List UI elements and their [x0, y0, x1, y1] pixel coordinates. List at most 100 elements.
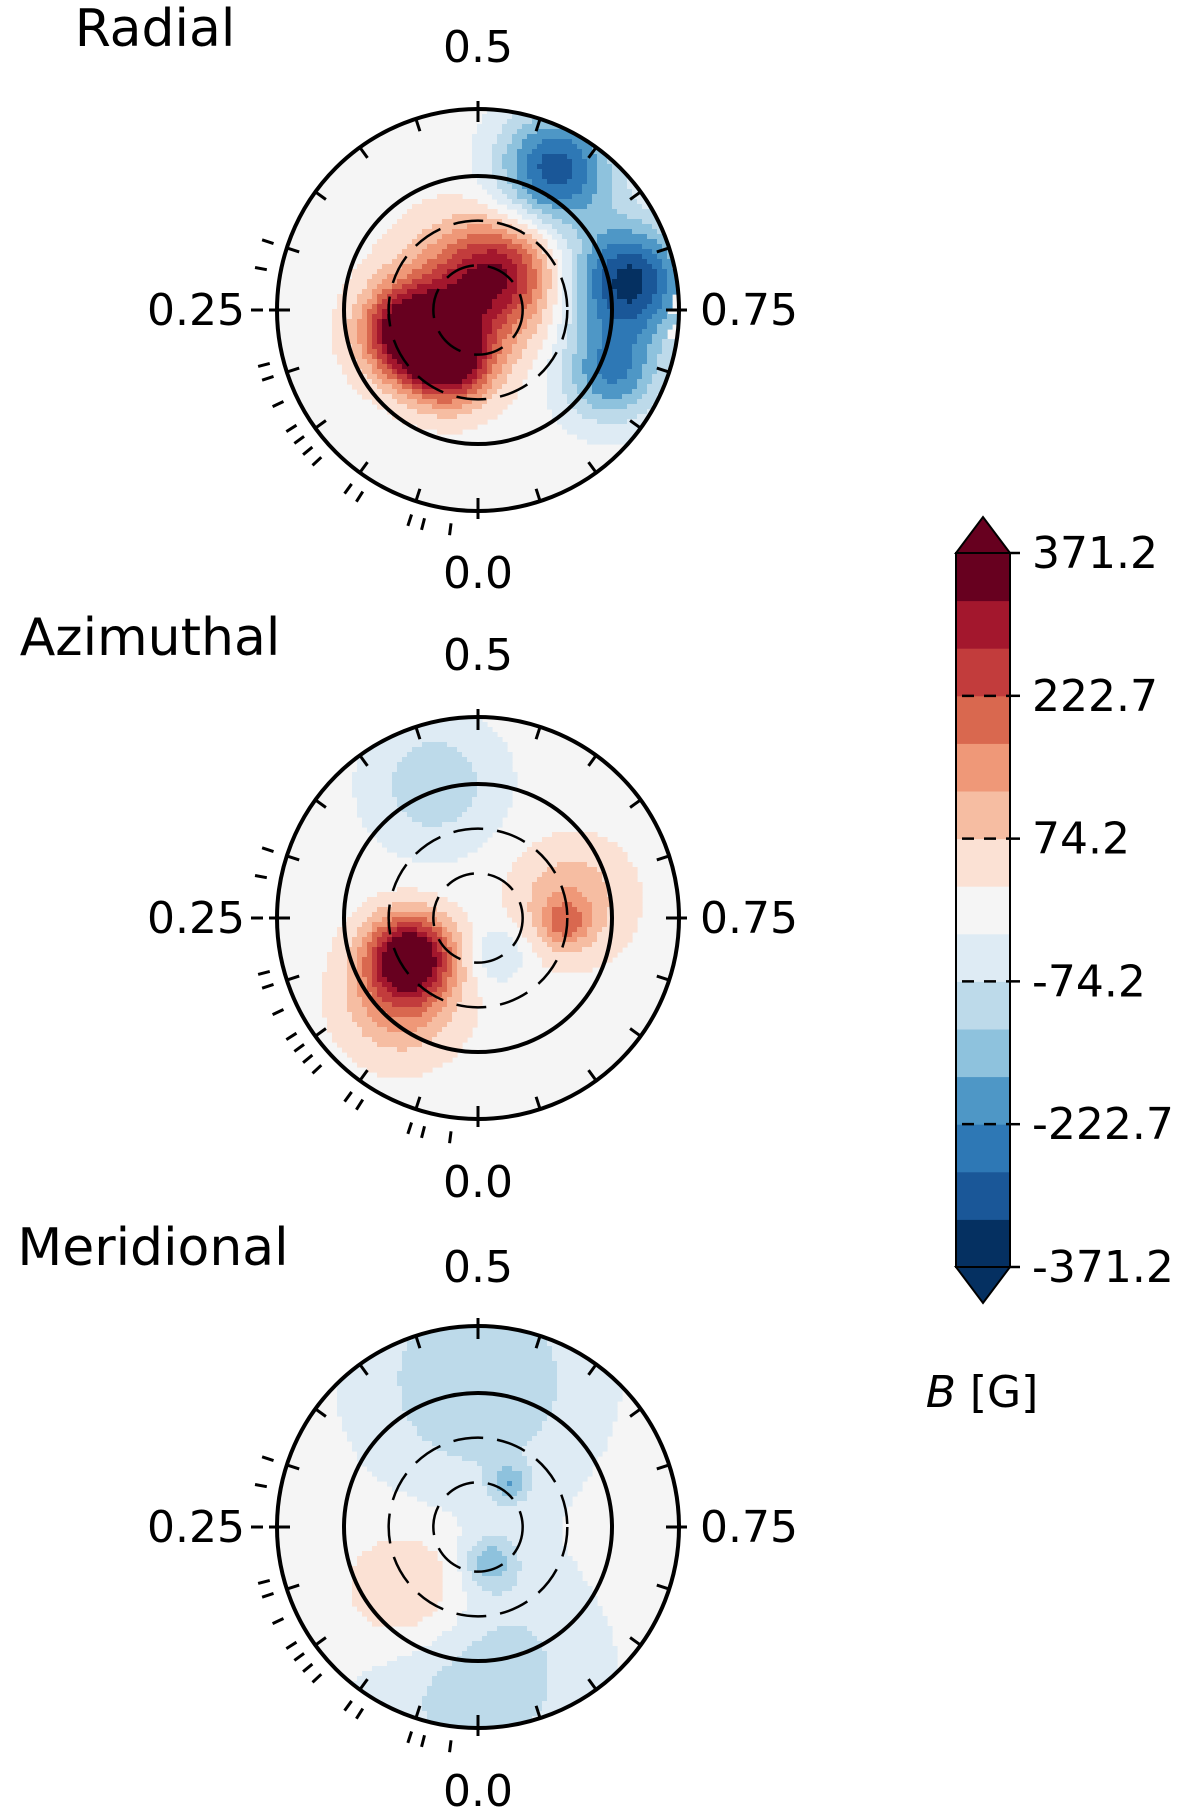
field-cell	[477, 359, 483, 365]
field-cell	[412, 294, 498, 300]
field-cell	[537, 164, 573, 170]
field-cell	[492, 164, 503, 170]
field-cell	[442, 932, 453, 938]
colorbar-tick-label: 371.2	[1032, 528, 1158, 579]
field-cell	[412, 279, 433, 285]
field-cell	[467, 807, 508, 813]
field-cell	[537, 1636, 613, 1642]
field-cell	[497, 199, 513, 205]
field-cell	[377, 304, 388, 310]
field-cell	[612, 314, 638, 320]
field-cell	[582, 917, 593, 923]
field-cell	[532, 334, 548, 340]
field-cell	[552, 274, 558, 280]
field-cell	[482, 394, 493, 400]
field-cell	[612, 194, 633, 200]
field-cell	[362, 1611, 433, 1617]
field-cell	[477, 777, 518, 783]
field-cell	[392, 1711, 428, 1717]
phase-label-bottom: 0.0	[443, 1766, 513, 1808]
field-cell	[442, 1027, 473, 1033]
field-cell	[572, 254, 578, 260]
field-cell	[372, 339, 378, 345]
field-cell	[352, 1012, 368, 1018]
field-cell	[342, 284, 368, 290]
field-cell	[492, 159, 503, 165]
field-cell	[437, 962, 443, 968]
field-cell	[432, 1721, 533, 1727]
field-cell	[657, 269, 668, 275]
field-cell	[347, 1436, 423, 1442]
field-cell	[507, 169, 518, 175]
field-cell	[592, 389, 633, 395]
field-cell	[347, 379, 373, 385]
field-cell	[437, 1671, 548, 1677]
field-cell	[632, 364, 643, 370]
field-cell	[482, 1466, 503, 1472]
field-cell	[422, 389, 468, 395]
field-cell	[472, 254, 508, 260]
field-cell	[472, 169, 493, 175]
field-cell	[577, 229, 608, 235]
field-cell	[542, 284, 553, 290]
field-cell	[342, 1371, 398, 1377]
field-cell	[467, 967, 473, 973]
field-cell	[587, 329, 603, 335]
field-cell	[577, 294, 588, 300]
field-cell	[522, 294, 533, 300]
field-cell	[387, 229, 423, 235]
field-cell	[392, 384, 403, 390]
field-cell	[527, 174, 543, 180]
field-cell	[357, 907, 378, 913]
field-cell	[442, 922, 458, 928]
phase-tick	[656, 974, 670, 982]
field-cell	[497, 389, 518, 395]
field-cell	[367, 1616, 423, 1622]
field-cell	[612, 199, 638, 205]
field-cell	[377, 942, 383, 948]
field-cell	[462, 1456, 528, 1462]
field-cell	[507, 1561, 523, 1567]
field-cell	[382, 349, 388, 355]
field-cell	[377, 977, 388, 983]
field-cell	[467, 1566, 478, 1572]
field-cell	[542, 917, 553, 923]
field-cell	[497, 294, 513, 300]
latitude-circle-60	[432, 264, 524, 356]
field-cell	[497, 1486, 523, 1492]
field-cell	[462, 1611, 603, 1617]
field-cell	[597, 354, 633, 360]
field-cell	[377, 892, 438, 898]
field-cell	[422, 274, 443, 280]
field-cell	[372, 369, 383, 375]
field-cell	[602, 254, 618, 260]
field-cell	[517, 249, 528, 255]
field-cell	[597, 369, 628, 375]
field-cell	[507, 379, 523, 385]
field-cell	[457, 1621, 608, 1627]
field-cell	[357, 1062, 443, 1068]
field-cell	[547, 229, 558, 235]
field-cell	[427, 937, 433, 943]
field-cell	[547, 194, 573, 200]
field-cell	[532, 1481, 583, 1487]
field-cell	[587, 254, 603, 260]
equator-circle	[342, 782, 614, 1054]
field-cell	[617, 269, 643, 275]
field-cell	[607, 912, 643, 918]
field-cell	[482, 119, 508, 125]
field-cell	[662, 339, 678, 345]
field-cell	[607, 887, 643, 893]
field-cell	[362, 344, 368, 350]
field-cell	[647, 234, 668, 240]
field-cell	[442, 992, 453, 998]
field-cell	[647, 319, 663, 325]
field-cell	[457, 1561, 468, 1567]
field-cell	[537, 284, 543, 290]
field-cell	[592, 912, 608, 918]
field-cell	[467, 224, 493, 230]
field-cell	[547, 902, 563, 908]
field-cell	[442, 1506, 568, 1512]
field-cell	[592, 917, 608, 923]
field-cell	[557, 1371, 618, 1377]
